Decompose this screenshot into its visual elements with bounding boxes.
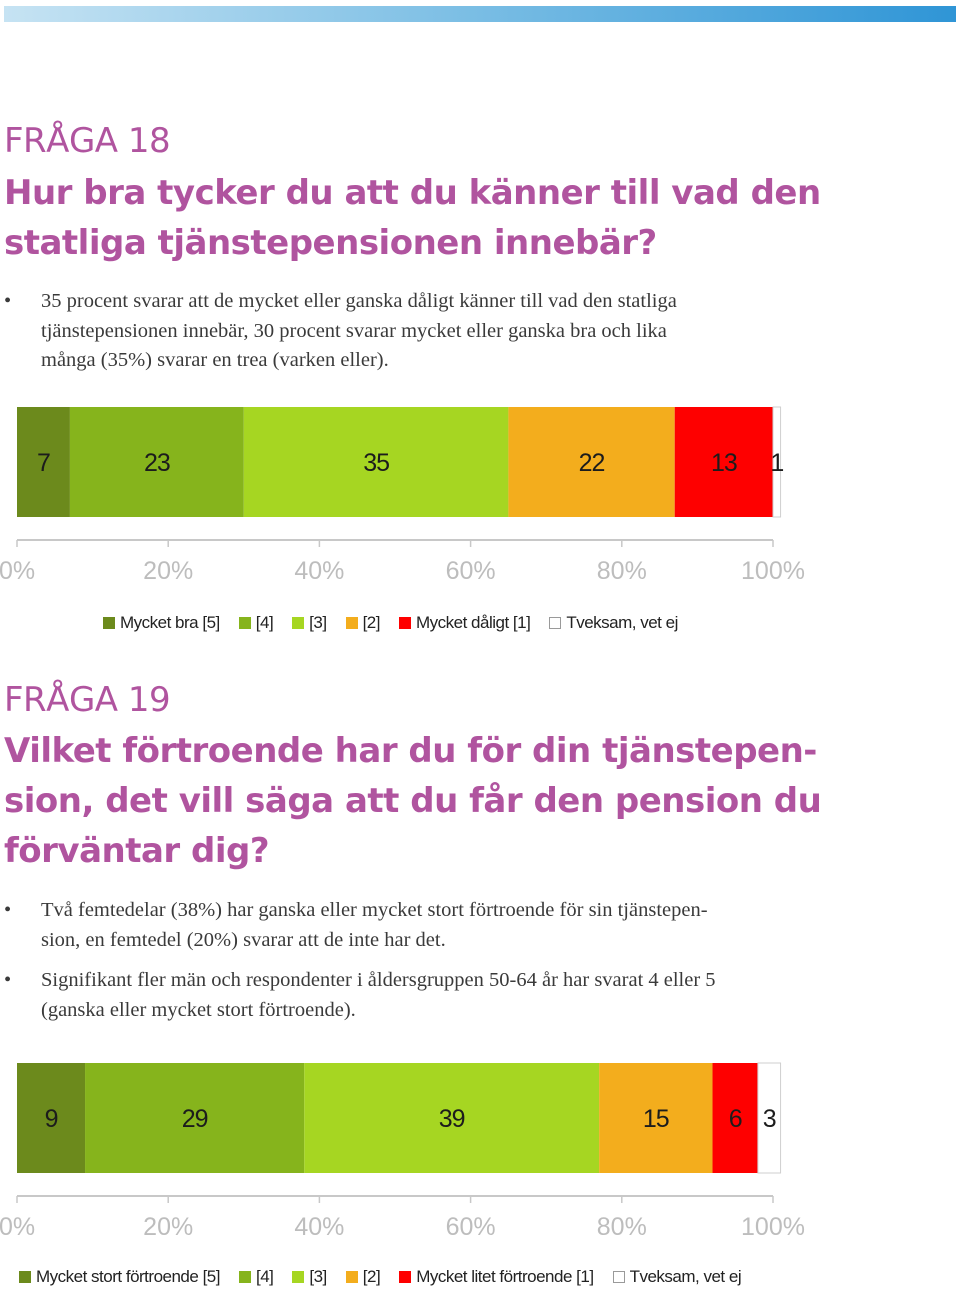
bar-segment bbox=[69, 407, 244, 517]
x-tick-label: 60% bbox=[446, 1213, 496, 1241]
bar-segment bbox=[757, 1062, 782, 1174]
legend-swatch bbox=[19, 1271, 31, 1283]
legend-item: [3] bbox=[292, 1267, 327, 1287]
bar-segment bbox=[17, 1063, 86, 1173]
legend-swatch bbox=[549, 617, 562, 629]
legend-item: [2] bbox=[345, 1267, 381, 1287]
x-tick-label: 60% bbox=[446, 557, 496, 585]
x-tick-label: 20% bbox=[143, 557, 193, 585]
legend-item: Tveksam, vet ej bbox=[612, 1267, 742, 1287]
data-label: 15 bbox=[643, 1105, 669, 1133]
question-19-label: FRÅGA 19 bbox=[4, 680, 171, 720]
legend-swatch bbox=[345, 617, 358, 629]
top-color-band bbox=[4, 6, 956, 22]
data-label: 22 bbox=[579, 449, 605, 477]
question-19-title: Vilket förtroende har du för din tjänste… bbox=[4, 726, 822, 876]
x-tick-label: 40% bbox=[294, 1213, 344, 1241]
x-tick-label: 0% bbox=[0, 557, 35, 585]
legend-item: [4] bbox=[238, 613, 274, 633]
bullet-line: (ganska eller mycket stort förtroende). bbox=[41, 998, 356, 1021]
legend-swatch bbox=[399, 1271, 412, 1283]
question-19-chart: 9 29 39 15 6 3 0% 20% 40% 60% 80% 100% bbox=[0, 1062, 805, 1241]
data-label: 7 bbox=[37, 449, 50, 477]
legend-item: Mycket litet förtroende [1] bbox=[399, 1267, 594, 1287]
question-18-legend: Mycket bra [5] [4] [3] [2] Mycket dåligt [1]… bbox=[103, 613, 697, 633]
question-19-title-line: sion, det vill säga att du får den pensi… bbox=[4, 781, 822, 821]
legend-label: Tveksam, vet ej bbox=[629, 1267, 742, 1286]
bar-segment bbox=[243, 407, 509, 517]
legend-item: Tveksam, vet ej bbox=[549, 613, 678, 633]
bullet-line: sion, en femtedel (20%) svarar att de in… bbox=[41, 928, 446, 951]
bar-segment bbox=[674, 407, 773, 517]
legend-swatch bbox=[292, 1271, 305, 1283]
legend-swatch bbox=[292, 617, 305, 629]
legend-swatch bbox=[238, 617, 251, 629]
bullet-item: 35 procent svarar att de mycket eller ga… bbox=[4, 287, 804, 376]
data-label: 6 bbox=[729, 1105, 742, 1133]
question-18-label: FRÅGA 18 bbox=[4, 121, 171, 161]
legend-item: Mycket stort förtroende [5] bbox=[19, 1267, 220, 1287]
question-18-bullets: 35 procent svarar att de mycket eller ga… bbox=[4, 287, 804, 387]
bar-segment bbox=[508, 407, 675, 517]
legend-label: Mycket stort förtroende [5] bbox=[36, 1267, 220, 1286]
legend-label: Mycket dåligt [1] bbox=[415, 613, 531, 632]
x-tick-label: 40% bbox=[294, 557, 344, 585]
data-label: 35 bbox=[363, 449, 389, 477]
data-label: 13 bbox=[711, 449, 737, 477]
legend-swatch bbox=[398, 617, 411, 629]
legend-item: Mycket bra [5] bbox=[103, 613, 220, 633]
question-19-title-line: förväntar dig? bbox=[4, 831, 270, 871]
legend-swatch bbox=[103, 617, 115, 629]
bullet-line: tjänstepensionen innebär, 30 procent sva… bbox=[41, 319, 667, 342]
question-19-legend: Mycket stort förtroende [5] [4] [3] [2] Myck… bbox=[19, 1267, 760, 1287]
bar-segment bbox=[85, 1063, 305, 1173]
bullet-line: Signifikant fler män och respondenter i … bbox=[41, 969, 716, 991]
bar-segment bbox=[599, 1063, 713, 1173]
legend-label: [4] bbox=[255, 1267, 274, 1286]
question-18-chart: 7 23 35 22 13 1 0% 20% 40% 60% 80% 100% bbox=[0, 406, 805, 585]
bar-segment bbox=[772, 406, 782, 518]
legend-swatch bbox=[238, 1271, 251, 1283]
legend-label: [2] bbox=[362, 613, 381, 632]
legend-label: [3] bbox=[309, 613, 327, 632]
bullet-item: Två femtedelar (38%) har ganska eller my… bbox=[4, 896, 804, 955]
legend-label: Mycket litet förtroende [1] bbox=[416, 1267, 594, 1286]
question-19-bullets: Två femtedelar (38%) har ganska eller my… bbox=[4, 896, 804, 1036]
bullet-line: 35 procent svarar att de mycket eller ga… bbox=[41, 290, 677, 312]
x-tick-label: 80% bbox=[597, 557, 647, 585]
bullet-line: Två femtedelar (38%) har ganska eller my… bbox=[41, 899, 708, 921]
legend-label: Tveksam, vet ej bbox=[566, 613, 678, 632]
legend-item: [2] bbox=[345, 613, 381, 633]
legend-item: [3] bbox=[292, 613, 327, 633]
legend-swatch bbox=[612, 1271, 625, 1283]
bar-segment bbox=[712, 1063, 758, 1173]
data-label: 29 bbox=[182, 1105, 208, 1133]
question-19-title-line: Vilket förtroende har du för din tjänste… bbox=[4, 731, 817, 771]
legend-item: [4] bbox=[238, 1267, 274, 1287]
x-tick-label: 0% bbox=[0, 1213, 35, 1241]
data-label: 3 bbox=[763, 1105, 776, 1133]
bullet-item: Signifikant fler män och respondenter i … bbox=[4, 966, 804, 1025]
bar-segment bbox=[304, 1063, 600, 1173]
data-label: 1 bbox=[770, 449, 783, 477]
question-18-title: Hur bra tycker du att du känner till vad… bbox=[4, 168, 821, 268]
legend-swatch bbox=[345, 1271, 358, 1283]
bar-segment bbox=[17, 407, 70, 517]
question-18-title-line: Hur bra tycker du att du känner till vad… bbox=[4, 173, 821, 213]
data-label: 9 bbox=[45, 1105, 58, 1133]
legend-label: [2] bbox=[362, 1267, 381, 1286]
question-18-title-line: statliga tjänstepensionen innebär? bbox=[4, 223, 657, 263]
legend-item: Mycket dåligt [1] bbox=[398, 613, 531, 633]
x-tick-label: 100% bbox=[741, 557, 805, 585]
data-label: 39 bbox=[439, 1105, 465, 1133]
legend-label: [3] bbox=[309, 1267, 327, 1286]
x-tick-label: 20% bbox=[143, 1213, 193, 1241]
bullet-line: många (35%) svarar en trea (varken eller… bbox=[41, 349, 389, 371]
legend-label: Mycket bra [5] bbox=[120, 613, 220, 632]
legend-label: [4] bbox=[255, 613, 274, 632]
x-tick-label: 80% bbox=[597, 1213, 647, 1241]
data-label: 23 bbox=[144, 449, 170, 477]
x-tick-label: 100% bbox=[741, 1213, 805, 1241]
